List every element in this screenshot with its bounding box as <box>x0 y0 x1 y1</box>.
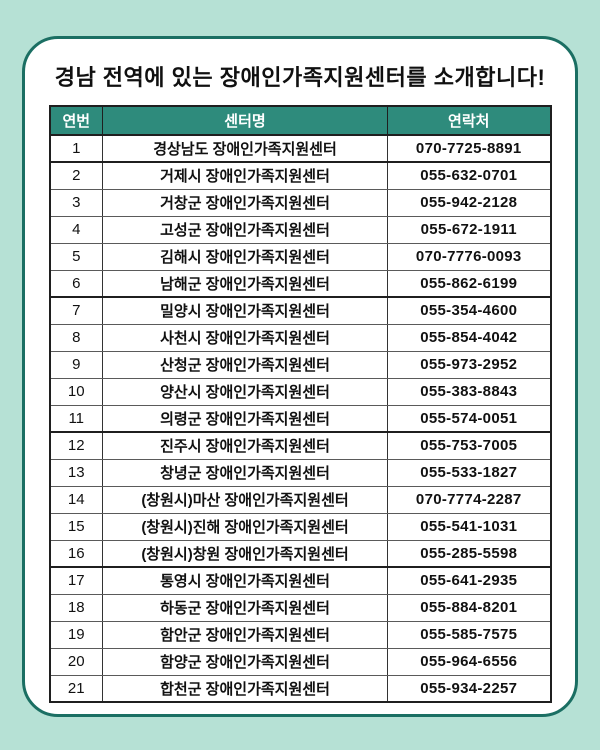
center-name-cell: (창원시)창원 장애인가족지원센터 <box>102 540 388 568</box>
center-name-cell: 하동군 장애인가족지원센터 <box>102 594 388 622</box>
table-row: 8 사천시 장애인가족지원센터 055-854-4042 <box>49 324 551 352</box>
row-number-cell: 8 <box>49 324 103 352</box>
table-row: 15 (창원시)진해 장애인가족지원센터 055-541-1031 <box>49 513 551 541</box>
contact-phone-cell: 055-285-5598 <box>387 540 551 568</box>
table-body: 1 경상남도 장애인가족지원센터 070-7725-8891 2 거제시 장애인가족지원… <box>49 135 551 702</box>
table-row: 9 산청군 장애인가족지원센터 055-973-2952 <box>49 351 551 379</box>
col-header-number: 연번 <box>49 106 103 136</box>
table-row: 14 (창원시)마산 장애인가족지원센터 070-7774-2287 <box>49 486 551 514</box>
center-name-cell: 합천군 장애인가족지원센터 <box>102 675 388 702</box>
center-name-cell: 창녕군 장애인가족지원센터 <box>102 459 388 487</box>
contact-phone-cell: 055-884-8201 <box>387 594 551 622</box>
row-number-cell: 9 <box>49 351 103 379</box>
center-name-cell: 산청군 장애인가족지원센터 <box>102 351 388 379</box>
center-name-cell: 밀양시 장애인가족지원센터 <box>102 297 388 325</box>
contact-phone-cell: 055-862-6199 <box>387 270 551 298</box>
contact-phone-cell: 055-934-2257 <box>387 675 551 702</box>
table-row: 7 밀양시 장애인가족지원센터 055-354-4600 <box>49 297 551 325</box>
contact-phone-cell: 055-585-7575 <box>387 621 551 649</box>
contact-phone-cell: 055-632-0701 <box>387 162 551 190</box>
table-row: 13 창녕군 장애인가족지원센터 055-533-1827 <box>49 459 551 487</box>
row-number-cell: 21 <box>49 675 103 702</box>
contact-phone-cell: 055-533-1827 <box>387 459 551 487</box>
row-number-cell: 6 <box>49 270 103 298</box>
table-row: 5 김해시 장애인가족지원센터 070-7776-0093 <box>49 243 551 271</box>
center-name-cell: 거제시 장애인가족지원센터 <box>102 162 388 190</box>
row-number-cell: 15 <box>49 513 103 541</box>
contact-phone-cell: 055-753-7005 <box>387 432 551 460</box>
row-number-cell: 20 <box>49 648 103 676</box>
row-number-cell: 19 <box>49 621 103 649</box>
table-row: 19 함안군 장애인가족지원센터 055-585-7575 <box>49 621 551 649</box>
table-row: 11 의령군 장애인가족지원센터 055-574-0051 <box>49 405 551 433</box>
centers-table: 연번 센터명 연락처 1 경상남도 장애인가족지원센터 070-7725-8891 2… <box>48 105 552 703</box>
row-number-cell: 10 <box>49 378 103 406</box>
contact-phone-cell: 055-672-1911 <box>387 216 551 244</box>
contact-phone-cell: 055-574-0051 <box>387 405 551 433</box>
contact-phone-cell: 055-354-4600 <box>387 297 551 325</box>
table-row: 21 합천군 장애인가족지원센터 055-934-2257 <box>49 675 551 702</box>
row-number-cell: 1 <box>49 135 103 163</box>
center-name-cell: (창원시)진해 장애인가족지원센터 <box>102 513 388 541</box>
table-row: 20 함양군 장애인가족지원센터 055-964-6556 <box>49 648 551 676</box>
table-row: 4 고성군 장애인가족지원센터 055-672-1911 <box>49 216 551 244</box>
col-header-center: 센터명 <box>102 106 388 136</box>
table-row: 3 거창군 장애인가족지원센터 055-942-2128 <box>49 189 551 217</box>
table-row: 10 양산시 장애인가족지원센터 055-383-8843 <box>49 378 551 406</box>
center-name-cell: 김해시 장애인가족지원센터 <box>102 243 388 271</box>
row-number-cell: 7 <box>49 297 103 325</box>
center-name-cell: 통영시 장애인가족지원센터 <box>102 567 388 595</box>
table-row: 12 진주시 장애인가족지원센터 055-753-7005 <box>49 432 551 460</box>
center-name-cell: 양산시 장애인가족지원센터 <box>102 378 388 406</box>
center-name-cell: (창원시)마산 장애인가족지원센터 <box>102 486 388 514</box>
row-number-cell: 18 <box>49 594 103 622</box>
contact-phone-cell: 055-641-2935 <box>387 567 551 595</box>
contact-phone-cell: 055-383-8843 <box>387 378 551 406</box>
table-row: 6 남해군 장애인가족지원센터 055-862-6199 <box>49 270 551 298</box>
contact-phone-cell: 070-7774-2287 <box>387 486 551 514</box>
contact-phone-cell: 055-964-6556 <box>387 648 551 676</box>
row-number-cell: 13 <box>49 459 103 487</box>
row-number-cell: 2 <box>49 162 103 190</box>
center-name-cell: 함안군 장애인가족지원센터 <box>102 621 388 649</box>
center-name-cell: 진주시 장애인가족지원센터 <box>102 432 388 460</box>
contact-phone-cell: 055-973-2952 <box>387 351 551 379</box>
center-name-cell: 거창군 장애인가족지원센터 <box>102 189 388 217</box>
center-name-cell: 사천시 장애인가족지원센터 <box>102 324 388 352</box>
center-name-cell: 경상남도 장애인가족지원센터 <box>102 135 388 163</box>
table-row: 1 경상남도 장애인가족지원센터 070-7725-8891 <box>49 135 551 163</box>
contact-phone-cell: 055-942-2128 <box>387 189 551 217</box>
row-number-cell: 12 <box>49 432 103 460</box>
table-row: 16 (창원시)창원 장애인가족지원센터 055-285-5598 <box>49 540 551 568</box>
contact-phone-cell: 070-7725-8891 <box>387 135 551 163</box>
contact-phone-cell: 055-541-1031 <box>387 513 551 541</box>
table-header-row: 연번 센터명 연락처 <box>49 106 551 136</box>
row-number-cell: 14 <box>49 486 103 514</box>
contact-phone-cell: 070-7776-0093 <box>387 243 551 271</box>
page-title: 경남 전역에 있는 장애인가족지원센터를 소개합니다! <box>54 65 546 90</box>
center-name-cell: 함양군 장애인가족지원센터 <box>102 648 388 676</box>
info-card: 경남 전역에 있는 장애인가족지원센터를 소개합니다! 연번 센터명 연락처 1… <box>22 36 578 717</box>
row-number-cell: 11 <box>49 405 103 433</box>
contact-phone-cell: 055-854-4042 <box>387 324 551 352</box>
table-row: 18 하동군 장애인가족지원센터 055-884-8201 <box>49 594 551 622</box>
center-name-cell: 남해군 장애인가족지원센터 <box>102 270 388 298</box>
table-row: 17 통영시 장애인가족지원센터 055-641-2935 <box>49 567 551 595</box>
row-number-cell: 16 <box>49 540 103 568</box>
center-name-cell: 의령군 장애인가족지원센터 <box>102 405 388 433</box>
row-number-cell: 5 <box>49 243 103 271</box>
table-row: 2 거제시 장애인가족지원센터 055-632-0701 <box>49 162 551 190</box>
row-number-cell: 3 <box>49 189 103 217</box>
row-number-cell: 17 <box>49 567 103 595</box>
center-name-cell: 고성군 장애인가족지원센터 <box>102 216 388 244</box>
col-header-contact: 연락처 <box>387 106 551 136</box>
row-number-cell: 4 <box>49 216 103 244</box>
